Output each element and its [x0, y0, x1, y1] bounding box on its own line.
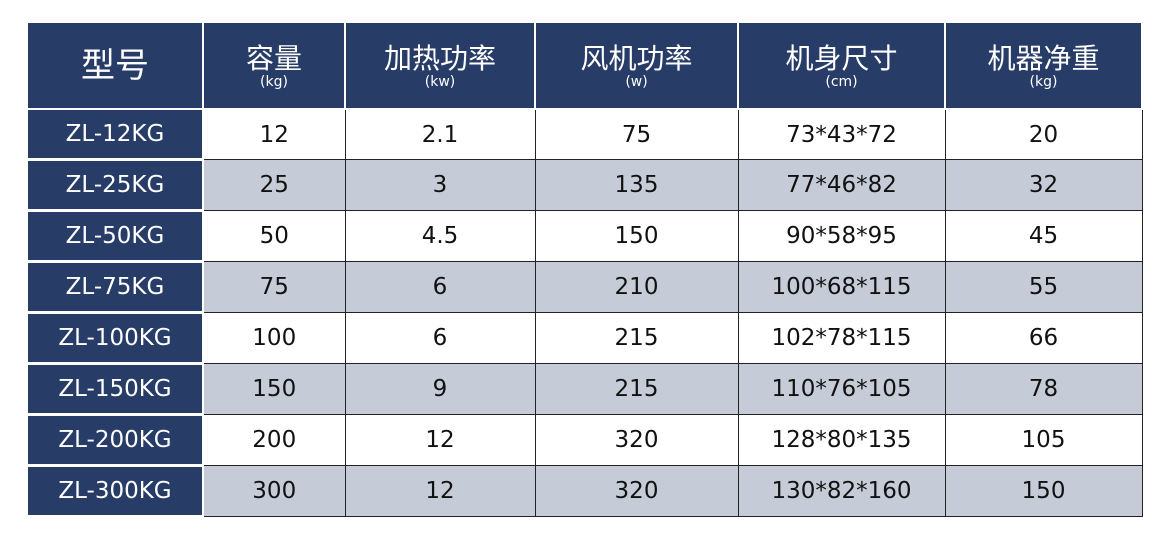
- cell-dimensions: 128*80*135: [737, 414, 946, 466]
- cell-model: ZL-300KG: [28, 465, 204, 518]
- cell-dimensions: 102*78*115: [737, 312, 946, 364]
- cell-capacity: 75: [202, 261, 346, 313]
- table-row: ZL-12KG 12 2.1 75 73*43*72 20: [28, 108, 1143, 161]
- cell-heating-power: 2.1: [344, 108, 536, 160]
- cell-dimensions: 90*58*95: [737, 210, 946, 262]
- cell-fan-power: 135: [534, 159, 739, 211]
- cell-net-weight: 78: [944, 363, 1143, 415]
- cell-fan-power: 215: [534, 363, 739, 415]
- cell-capacity: 200: [202, 414, 346, 466]
- cell-dimensions: 110*76*105: [737, 363, 946, 415]
- header-unit: (w): [625, 73, 648, 90]
- cell-fan-power: 150: [534, 210, 739, 262]
- header-unit: (kw): [424, 73, 456, 90]
- cell-heating-power: 6: [344, 312, 536, 364]
- cell-net-weight: 105: [944, 414, 1143, 466]
- cell-model: ZL-12KG: [28, 109, 204, 161]
- header-net-weight: 机器净重 (kg): [944, 23, 1143, 110]
- table-row: ZL-50KG 50 4.5 150 90*58*95 45: [28, 210, 1143, 263]
- header-fan-power: 风机功率 (w): [534, 23, 739, 110]
- cell-model: ZL-150KG: [28, 363, 204, 416]
- cell-net-weight: 55: [944, 261, 1143, 313]
- cell-net-weight: 32: [944, 159, 1143, 211]
- table-row: ZL-100KG 100 6 215 102*78*115 66: [28, 312, 1143, 365]
- cell-model: ZL-50KG: [28, 210, 204, 263]
- header-unit: (kg): [260, 73, 288, 90]
- cell-dimensions: 73*43*72: [737, 108, 946, 160]
- cell-capacity: 25: [202, 159, 346, 211]
- cell-model: ZL-25KG: [28, 159, 204, 212]
- cell-heating-power: 4.5: [344, 210, 536, 262]
- cell-model: ZL-100KG: [28, 312, 204, 365]
- cell-dimensions: 77*46*82: [737, 159, 946, 211]
- header-label: 型号: [81, 45, 149, 86]
- table-row: ZL-300KG 300 12 320 130*82*160 150: [28, 465, 1143, 518]
- cell-capacity: 12: [202, 108, 346, 160]
- table-row: ZL-25KG 25 3 135 77*46*82 32: [28, 159, 1143, 212]
- cell-capacity: 300: [202, 465, 346, 517]
- cell-fan-power: 320: [534, 414, 739, 466]
- cell-heating-power: 6: [344, 261, 536, 313]
- cell-heating-power: 12: [344, 414, 536, 466]
- header-label: 风机功率: [580, 41, 693, 75]
- header-heating-power: 加热功率 (kw): [344, 23, 536, 110]
- header-label: 加热功率: [383, 41, 496, 75]
- table-row: ZL-75KG 75 6 210 100*68*115 55: [28, 261, 1143, 314]
- cell-dimensions: 100*68*115: [737, 261, 946, 313]
- cell-heating-power: 12: [344, 465, 536, 517]
- cell-capacity: 100: [202, 312, 346, 364]
- cell-net-weight: 66: [944, 312, 1143, 364]
- cell-net-weight: 150: [944, 465, 1143, 517]
- cell-capacity: 50: [202, 210, 346, 262]
- table-row: ZL-150KG 150 9 215 110*76*105 78: [28, 363, 1143, 416]
- header-model: 型号: [28, 23, 204, 110]
- cell-fan-power: 75: [534, 108, 739, 160]
- cell-fan-power: 215: [534, 312, 739, 364]
- header-label: 机器净重: [987, 41, 1100, 75]
- table-row: ZL-200KG 200 12 320 128*80*135 105: [28, 414, 1143, 467]
- header-label: 机身尺寸: [785, 41, 898, 75]
- cell-model: ZL-200KG: [28, 414, 204, 467]
- cell-net-weight: 20: [944, 108, 1143, 160]
- cell-model: ZL-75KG: [28, 261, 204, 314]
- header-dimensions: 机身尺寸 (cm): [737, 23, 946, 110]
- header-row: 型号 容量 (kg) 加热功率 (kw) 风机功率 (w) 机身尺寸 (cm) 机器净重 (kg): [28, 23, 1143, 110]
- cell-fan-power: 210: [534, 261, 739, 313]
- cell-fan-power: 320: [534, 465, 739, 517]
- header-label: 容量: [245, 41, 302, 75]
- header-unit: (kg): [1029, 73, 1058, 90]
- spec-table: 型号 容量 (kg) 加热功率 (kw) 风机功率 (w) 机身尺寸 (cm) 机器净重 (kg) …: [28, 23, 1143, 518]
- cell-capacity: 150: [202, 363, 346, 415]
- cell-dimensions: 130*82*160: [737, 465, 946, 517]
- cell-heating-power: 3: [344, 159, 536, 211]
- header-unit: (cm): [825, 73, 858, 90]
- cell-net-weight: 45: [944, 210, 1143, 262]
- cell-heating-power: 9: [344, 363, 536, 415]
- header-capacity: 容量 (kg): [202, 23, 346, 110]
